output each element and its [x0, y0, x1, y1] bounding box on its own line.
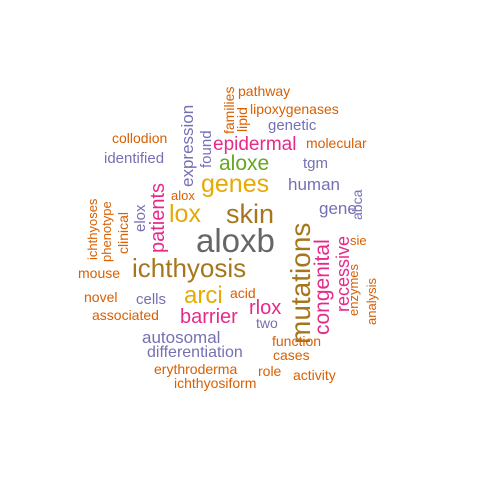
word-enzymes: enzymes — [346, 263, 361, 316]
word-lipid: lipid — [234, 107, 250, 132]
word-epidermal: epidermal — [213, 134, 297, 155]
word-elox: elox — [132, 204, 149, 232]
word-lipoxygenases: lipoxygenases — [250, 101, 339, 117]
word-rlox: rlox — [249, 297, 282, 319]
word-arci: arci — [184, 282, 223, 309]
word-sie: sie — [350, 233, 367, 248]
word-erythroderma: erythroderma — [154, 361, 238, 377]
word-lox: lox — [169, 200, 201, 228]
word-cases: cases — [273, 347, 310, 363]
word-ichthyosiform: ichthyosiform — [174, 375, 257, 391]
word-skin: skin — [226, 199, 275, 229]
word-differentiation: differentiation — [147, 344, 243, 361]
word-molecular: molecular — [306, 135, 367, 151]
word-alox: alox — [171, 188, 195, 203]
word-found: found — [198, 130, 215, 168]
word-expression: expression — [178, 104, 197, 187]
word-gene: gene — [319, 199, 357, 218]
word-aloxb: aloxb — [196, 222, 275, 259]
word-role: role — [258, 363, 282, 379]
word-barrier: barrier — [180, 306, 238, 328]
word-collodion: collodion — [112, 130, 168, 146]
word-human: human — [288, 175, 340, 194]
word-congenital: congenital — [311, 239, 334, 335]
word-clinical: clinical — [115, 211, 131, 254]
word-cells: cells — [136, 291, 167, 308]
word-acid: acid — [230, 285, 256, 301]
word-ichthyoses: ichthyoses — [85, 198, 100, 260]
word-two: two — [256, 315, 278, 331]
word-function: function — [272, 333, 322, 349]
word-aloxe: aloxe — [219, 152, 270, 175]
word-genes: genes — [201, 170, 270, 198]
word-mouse: mouse — [78, 265, 121, 281]
word-novel: novel — [84, 289, 118, 305]
word-abca: abca — [349, 189, 365, 220]
word-activity: activity — [293, 367, 336, 383]
word-analysis: analysis — [364, 278, 379, 325]
word-ichthyosis: ichthyosis — [132, 253, 247, 283]
word-pathway: pathway — [238, 83, 291, 99]
word-identified: identified — [104, 150, 165, 167]
word-associated: associated — [92, 307, 159, 323]
word-phenotype: phenotype — [99, 201, 114, 262]
word-tgm: tgm — [303, 155, 329, 172]
word-genetic: genetic — [268, 117, 317, 134]
word-autosomal: autosomal — [142, 328, 221, 347]
word-patients: patients — [147, 182, 169, 253]
